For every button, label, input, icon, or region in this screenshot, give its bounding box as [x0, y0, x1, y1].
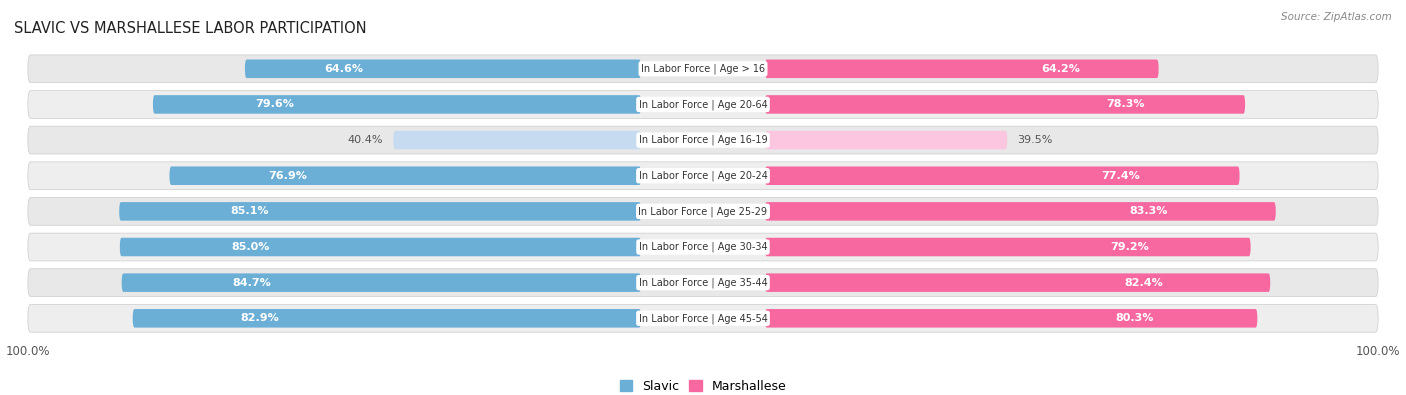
Text: 40.4%: 40.4% [347, 135, 382, 145]
FancyBboxPatch shape [765, 95, 1246, 114]
FancyBboxPatch shape [132, 309, 641, 327]
FancyBboxPatch shape [394, 131, 641, 149]
FancyBboxPatch shape [28, 55, 1378, 83]
FancyBboxPatch shape [765, 309, 1257, 327]
FancyBboxPatch shape [765, 60, 1159, 78]
Text: 39.5%: 39.5% [1018, 135, 1053, 145]
FancyBboxPatch shape [765, 131, 1007, 149]
Text: 78.3%: 78.3% [1107, 100, 1144, 109]
FancyBboxPatch shape [170, 166, 641, 185]
Text: In Labor Force | Age 30-34: In Labor Force | Age 30-34 [638, 242, 768, 252]
FancyBboxPatch shape [245, 60, 641, 78]
Text: In Labor Force | Age 45-54: In Labor Force | Age 45-54 [638, 313, 768, 324]
FancyBboxPatch shape [28, 233, 1378, 261]
Text: In Labor Force | Age > 16: In Labor Force | Age > 16 [641, 64, 765, 74]
FancyBboxPatch shape [122, 273, 641, 292]
FancyBboxPatch shape [120, 202, 641, 221]
Text: Source: ZipAtlas.com: Source: ZipAtlas.com [1281, 12, 1392, 22]
Text: 79.6%: 79.6% [256, 100, 294, 109]
FancyBboxPatch shape [765, 166, 1240, 185]
Text: 84.7%: 84.7% [232, 278, 271, 288]
Text: 77.4%: 77.4% [1101, 171, 1140, 181]
FancyBboxPatch shape [153, 95, 641, 114]
Text: SLAVIC VS MARSHALLESE LABOR PARTICIPATION: SLAVIC VS MARSHALLESE LABOR PARTICIPATIO… [14, 21, 367, 36]
Text: 64.2%: 64.2% [1040, 64, 1080, 74]
FancyBboxPatch shape [765, 238, 1250, 256]
Text: In Labor Force | Age 16-19: In Labor Force | Age 16-19 [638, 135, 768, 145]
Text: In Labor Force | Age 20-24: In Labor Force | Age 20-24 [638, 171, 768, 181]
Text: 83.3%: 83.3% [1129, 206, 1167, 216]
Text: 64.6%: 64.6% [325, 64, 363, 74]
FancyBboxPatch shape [28, 90, 1378, 118]
FancyBboxPatch shape [28, 162, 1378, 190]
Text: 80.3%: 80.3% [1115, 313, 1153, 324]
FancyBboxPatch shape [765, 273, 1270, 292]
FancyBboxPatch shape [28, 305, 1378, 332]
Text: 82.9%: 82.9% [240, 313, 280, 324]
FancyBboxPatch shape [28, 269, 1378, 297]
Text: In Labor Force | Age 25-29: In Labor Force | Age 25-29 [638, 206, 768, 216]
FancyBboxPatch shape [120, 238, 641, 256]
Text: 79.2%: 79.2% [1109, 242, 1149, 252]
Text: 85.0%: 85.0% [231, 242, 270, 252]
Text: 85.1%: 85.1% [231, 206, 269, 216]
Text: In Labor Force | Age 35-44: In Labor Force | Age 35-44 [638, 277, 768, 288]
Legend: Slavic, Marshallese: Slavic, Marshallese [614, 375, 792, 395]
Text: 76.9%: 76.9% [269, 171, 307, 181]
FancyBboxPatch shape [765, 202, 1275, 221]
FancyBboxPatch shape [28, 126, 1378, 154]
Text: In Labor Force | Age 20-64: In Labor Force | Age 20-64 [638, 99, 768, 110]
Text: 82.4%: 82.4% [1125, 278, 1163, 288]
FancyBboxPatch shape [28, 198, 1378, 225]
